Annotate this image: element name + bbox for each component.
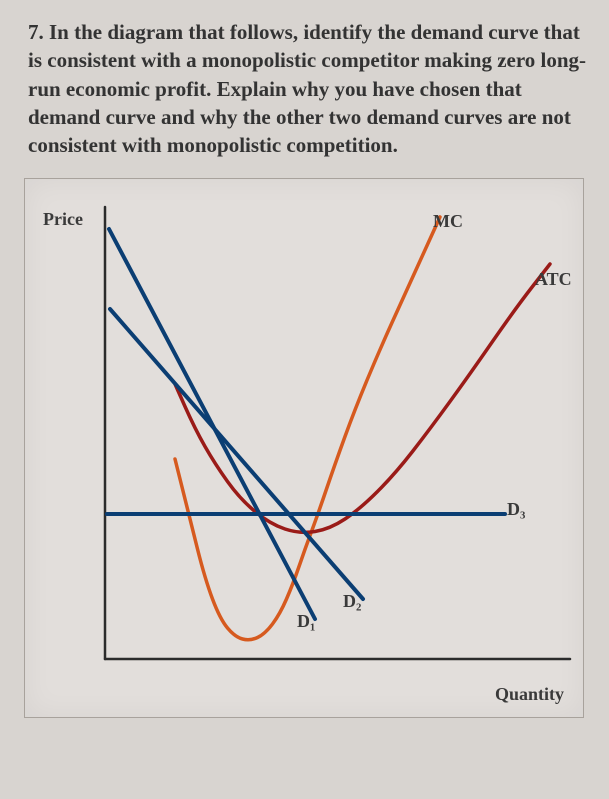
question-body: In the diagram that follows, identify th… [28, 20, 586, 157]
mc-label: MC [433, 211, 463, 232]
d1-label: D₁ [297, 611, 315, 632]
economics-chart: Price Quantity MC ATC D₁ D₂ D₃ [24, 178, 584, 718]
y-axis-label: Price [43, 209, 83, 230]
atc-label: ATC [535, 269, 572, 290]
chart-svg [25, 179, 585, 719]
x-axis-label: Quantity [495, 684, 564, 705]
question-number: 7. [28, 20, 44, 44]
d2-label: D₂ [343, 591, 361, 612]
question-text: 7. In the diagram that follows, identify… [28, 18, 589, 160]
d3-label: D₃ [507, 499, 525, 520]
